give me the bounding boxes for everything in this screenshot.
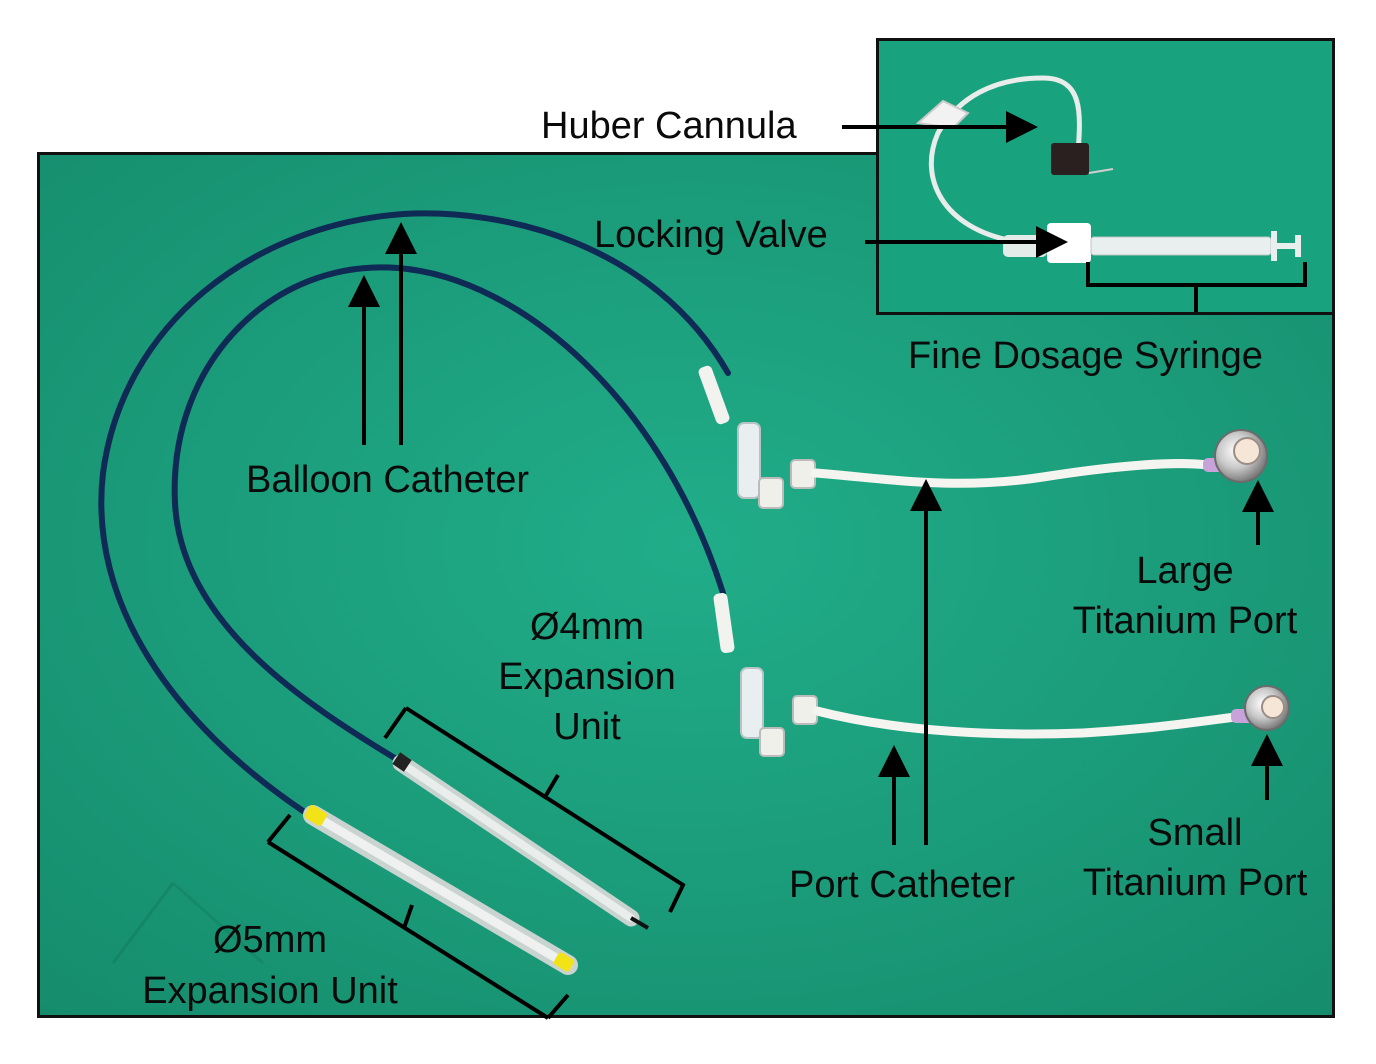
- label-port-catheter: Port Catheter: [789, 864, 1015, 906]
- small-titanium-port: [1244, 685, 1290, 731]
- label-exp4-line3: Unit: [553, 706, 621, 748]
- label-large-port-line2: Titanium Port: [1072, 600, 1298, 642]
- inset-photo: [876, 38, 1335, 315]
- label-exp4-line2: Expansion: [498, 656, 676, 698]
- label-exp5-line1: Ø5mm: [213, 919, 327, 961]
- label-balloon-catheter: Balloon Catheter: [246, 459, 530, 501]
- inner-balloon-catheter: [171, 264, 726, 766]
- huber-cannula-block: [1051, 143, 1089, 175]
- label-small-port-line1: Small: [1147, 812, 1243, 854]
- locking-valve-body: [1047, 223, 1091, 263]
- label-fine-dosage-syringe: Fine Dosage Syringe: [908, 335, 1263, 377]
- large-titanium-port: [1214, 429, 1268, 483]
- huber-tubing: [928, 75, 1082, 244]
- label-exp4-line1: Ø4mm: [530, 606, 644, 648]
- label-large-port-line1: Large: [1136, 550, 1234, 592]
- upper-port-catheter: [810, 459, 1213, 488]
- label-small-port-line2: Titanium Port: [1082, 862, 1308, 904]
- label-exp5-line2: Expansion Unit: [142, 970, 398, 1012]
- lower-port-catheter: [812, 706, 1248, 739]
- label-huber-cannula: Huber Cannula: [541, 105, 797, 147]
- upper-hub: [737, 422, 816, 509]
- label-locking-valve: Locking Valve: [594, 214, 828, 256]
- outer-balloon-catheter: [98, 210, 731, 814]
